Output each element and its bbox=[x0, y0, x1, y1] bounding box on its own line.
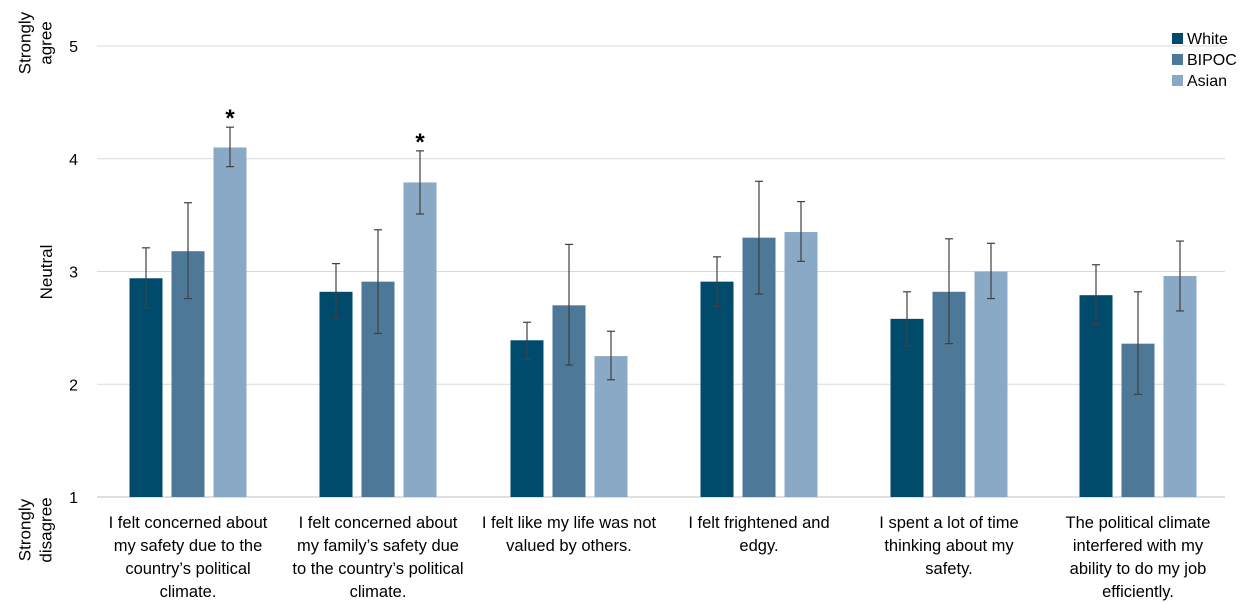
category-label-line: my safety due to the bbox=[114, 537, 263, 555]
legend-label: Asian bbox=[1187, 73, 1227, 90]
bar-asian bbox=[1163, 276, 1197, 497]
error-bar bbox=[523, 321, 531, 361]
y-label-strongly-agree-line: Strongly bbox=[16, 11, 35, 74]
bar-white bbox=[1079, 295, 1113, 497]
error-bar bbox=[226, 126, 234, 168]
error-bar bbox=[987, 242, 995, 300]
category-label-line: I felt concerned about bbox=[109, 514, 268, 532]
bar-asian bbox=[974, 271, 1008, 497]
legend-item-asian: Asian bbox=[1172, 73, 1227, 90]
legend: White BIPOC Asian bbox=[1172, 31, 1237, 90]
y-label-strongly-disagree-line: Strongly bbox=[16, 498, 35, 561]
error-bar bbox=[1092, 264, 1100, 326]
error-bar bbox=[713, 256, 721, 308]
category-label-line: I spent a lot of time bbox=[879, 514, 1018, 532]
significance-asterisk: * bbox=[415, 129, 425, 156]
bars bbox=[129, 147, 1197, 498]
y-label-strongly-disagree-line: disagree bbox=[37, 497, 56, 562]
error-bar bbox=[903, 291, 911, 347]
error-bar bbox=[332, 263, 340, 320]
category-label-line: interfered with my bbox=[1073, 537, 1204, 555]
legend-swatch bbox=[1172, 33, 1183, 44]
category-label-line: edgy. bbox=[739, 537, 778, 555]
bar-white bbox=[510, 340, 544, 497]
bar-white bbox=[890, 318, 924, 497]
category-label-line: climate. bbox=[160, 583, 217, 601]
legend-item-bipoc: BIPOC bbox=[1172, 52, 1237, 69]
error-bars bbox=[142, 126, 1184, 395]
legend-label: BIPOC bbox=[1187, 52, 1237, 69]
y-label-strongly-agree-line: agree bbox=[37, 21, 56, 64]
category-label-line: my family’s safety due bbox=[297, 537, 459, 555]
error-bar bbox=[416, 150, 424, 215]
category-label-line: safety. bbox=[925, 560, 972, 578]
error-bar bbox=[755, 180, 763, 295]
error-bar bbox=[374, 229, 382, 335]
category-label: I felt concerned about my family’s safety… bbox=[292, 514, 463, 601]
error-bar bbox=[565, 243, 573, 366]
category-labels: I felt concerned about my safety due to t… bbox=[109, 514, 1211, 601]
category-label-line: I felt concerned about bbox=[299, 514, 458, 532]
category-label: I spent a lot of time thinking about my sa… bbox=[879, 514, 1018, 578]
y-tick-labels: 1 2 3 4 5 bbox=[69, 39, 78, 507]
legend-label: White bbox=[1187, 31, 1228, 48]
gridlines bbox=[97, 45, 1225, 498]
category-label-line: thinking about my bbox=[884, 537, 1014, 555]
category-label: I felt frightened and edgy. bbox=[688, 514, 829, 555]
category-label-line: ability to do my job bbox=[1070, 560, 1207, 578]
error-bar bbox=[184, 202, 192, 300]
y-label-strongly-agree: Strongly agree bbox=[16, 11, 56, 74]
category-label-line: country’s political bbox=[125, 560, 250, 578]
category-label-line: to the country’s political bbox=[292, 560, 463, 578]
category-label: I felt concerned about my safety due to t… bbox=[109, 514, 268, 601]
error-bar bbox=[945, 238, 953, 345]
legend-swatch bbox=[1172, 75, 1183, 86]
y-label-neutral: Neutral bbox=[37, 245, 56, 300]
category-label-line: climate. bbox=[350, 583, 407, 601]
y-tick-label: 2 bbox=[69, 377, 78, 394]
y-label-strongly-disagree: Strongly disagree bbox=[16, 497, 56, 562]
category-label-line: efficiently. bbox=[1102, 583, 1174, 601]
error-bar bbox=[1176, 240, 1184, 312]
category-label: I felt like my life was not valued by oth… bbox=[482, 514, 657, 555]
category-label-line: I felt frightened and bbox=[688, 514, 829, 532]
error-bar bbox=[1134, 291, 1142, 395]
category-label-line: I felt like my life was not bbox=[482, 514, 657, 532]
error-bar bbox=[797, 200, 805, 262]
bar-white bbox=[319, 291, 353, 497]
bar-asian bbox=[403, 182, 437, 498]
y-tick-label: 5 bbox=[69, 39, 78, 56]
bar-white bbox=[700, 281, 734, 497]
category-label-line: The political climate bbox=[1066, 514, 1211, 532]
y-tick-label: 1 bbox=[69, 490, 78, 507]
category-label-line: valued by others. bbox=[506, 537, 632, 555]
legend-item-white: White bbox=[1172, 31, 1228, 48]
bar-white bbox=[129, 278, 163, 497]
y-tick-label: 3 bbox=[69, 265, 78, 282]
category-label: The political climate interfered with my a… bbox=[1066, 514, 1211, 601]
y-tick-label: 4 bbox=[69, 152, 78, 169]
significance-markers: ** bbox=[225, 105, 425, 156]
y-label-neutral-line: Neutral bbox=[37, 245, 56, 300]
error-bar bbox=[142, 247, 150, 309]
bar-asian bbox=[784, 232, 818, 497]
significance-asterisk: * bbox=[225, 105, 235, 132]
error-bar bbox=[607, 330, 615, 381]
bar-asian bbox=[213, 147, 247, 497]
legend-swatch bbox=[1172, 54, 1183, 65]
